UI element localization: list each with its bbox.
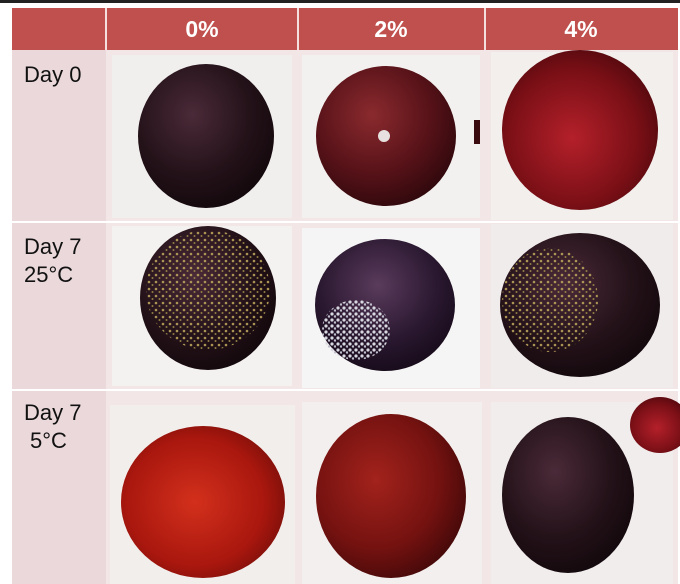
- plum-spot: [378, 130, 390, 142]
- neighbor-plum: [474, 120, 480, 144]
- row-label: Day 7: [24, 234, 81, 259]
- plum: [121, 426, 285, 578]
- mold: [502, 248, 598, 352]
- cropped-caption: [0, 0, 680, 3]
- row-label: 5°C: [30, 428, 67, 453]
- plum: [502, 50, 658, 210]
- photo-grid: [110, 50, 680, 584]
- header-row: [12, 8, 678, 50]
- plum: [316, 414, 466, 578]
- header-cell: 4%: [564, 16, 597, 42]
- row-label: Day 7: [24, 400, 81, 425]
- row-label: Day 0: [24, 62, 81, 87]
- plum: [138, 64, 274, 208]
- neighbor-plum: [630, 397, 680, 453]
- header-cell: 2%: [374, 16, 407, 42]
- row-label: 25°C: [24, 262, 73, 287]
- plum: [502, 417, 634, 573]
- header-cell: 0%: [185, 16, 218, 42]
- mold: [322, 300, 390, 360]
- label-column: [12, 50, 106, 584]
- mold: [146, 230, 270, 350]
